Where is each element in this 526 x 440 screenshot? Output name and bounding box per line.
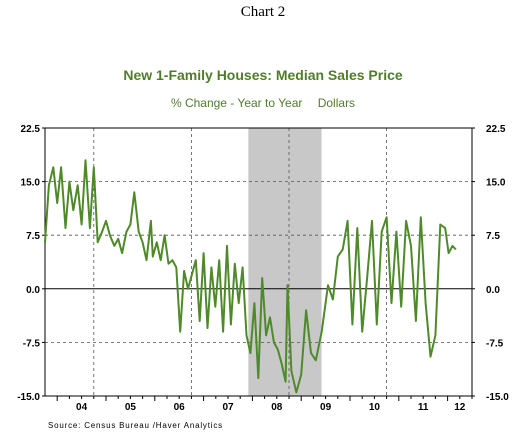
x-tick-label: 11	[418, 402, 429, 413]
recession-layer	[248, 128, 322, 396]
axis-layer	[42, 127, 475, 401]
subtitle-units: % Change - Year to Year	[170, 96, 303, 110]
chart-subtitle: % Change - Year to Year Dollars	[0, 96, 526, 110]
subtitle-measure: Dollars	[317, 96, 356, 110]
label-layer: 22.5 22.5 15.0 15.0 7.5 7.5 0.0 0.0 -7.5 -7.5 -15.…	[17, 124, 509, 413]
y-tick-label-left: 15.0	[21, 178, 41, 189]
x-tick-label: 08	[271, 402, 283, 413]
x-tick-label: 06	[174, 402, 186, 413]
x-tick-label: 05	[125, 402, 137, 413]
y-tick-label-right: -15.0	[486, 392, 509, 403]
x-tick-label: 10	[369, 402, 381, 413]
y-tick-label-right: 15.0	[486, 178, 506, 189]
x-tick-label: 12	[454, 402, 466, 413]
page-title: Chart 2	[240, 4, 286, 20]
recession-band	[248, 128, 322, 396]
y-tick-label-right: 0.0	[486, 285, 500, 296]
y-tick-label-right: -7.5	[486, 338, 504, 349]
source-note: Source: Census Bureau /Haver Analytics	[48, 421, 223, 430]
y-tick-label-right: 22.5	[486, 124, 506, 135]
x-tick-label: 07	[222, 402, 234, 413]
y-tick-label-left: -7.5	[23, 338, 41, 349]
chart-title: New 1-Family Houses: Median Sales Price	[123, 67, 403, 83]
x-tick-label: 09	[320, 402, 332, 413]
x-tick-label: 04	[76, 402, 88, 413]
series-line	[44, 159, 457, 394]
series-layer	[44, 159, 457, 394]
y-tick-label-left: 22.5	[21, 124, 41, 135]
y-tick-label-left: -15.0	[17, 392, 40, 403]
y-tick-label-left: 7.5	[26, 231, 40, 242]
plot-frame	[44, 127, 473, 397]
y-tick-label-left: 0.0	[26, 285, 40, 296]
y-tick-label-right: 7.5	[486, 231, 500, 242]
